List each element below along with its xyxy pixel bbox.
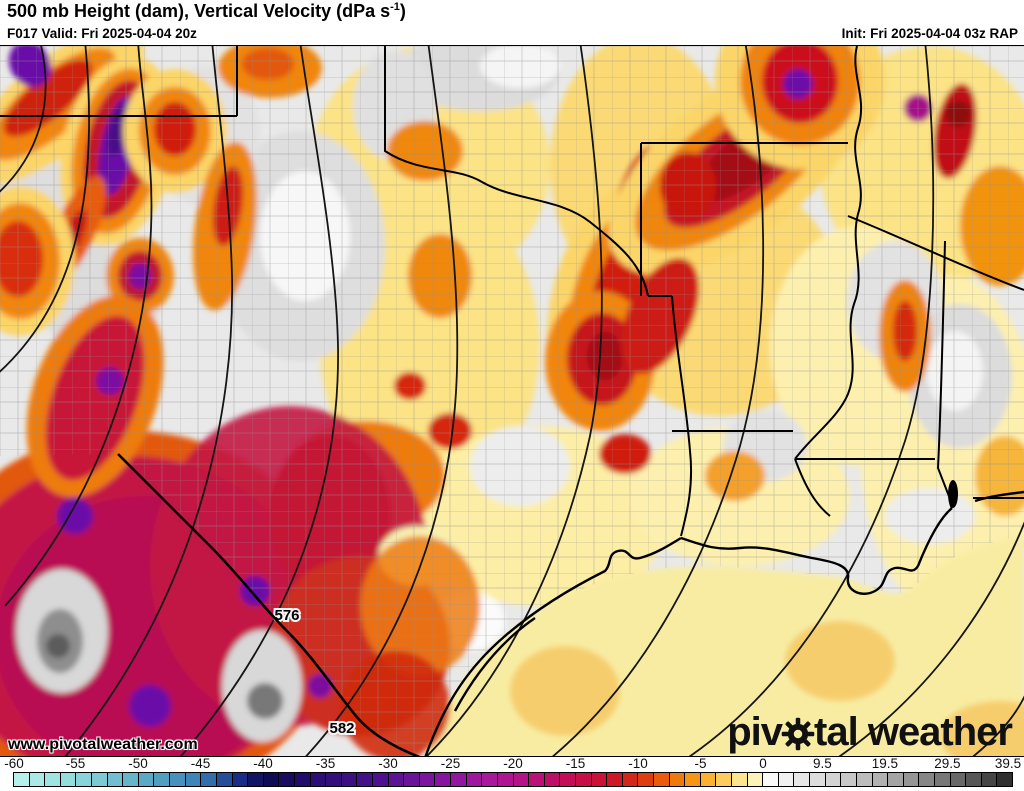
colorbar-cell: [154, 773, 171, 786]
pivotal-weather-logo: piv tal weather: [727, 710, 1013, 754]
colorbar-cell: [872, 773, 889, 786]
weather-map: 576 582 www.pivotalweat: [0, 45, 1024, 757]
colorbar-tick-29.5: 29.5: [934, 756, 961, 771]
colorbar-cell: [60, 773, 77, 786]
colorbar-cell: [888, 773, 904, 786]
contour-label-576: 576: [274, 607, 299, 624]
colorbar-cell: [76, 773, 93, 786]
colorbar-cell: [544, 773, 561, 786]
gear-icon: [781, 717, 815, 751]
logo-text-tal-weather: tal weather: [814, 710, 1013, 754]
colorbar-cell: [482, 773, 498, 786]
colorbar-cell: [794, 773, 811, 786]
colorbar-cell: [341, 773, 358, 786]
init-time-label: Init: Fri 2025-04-04 03z RAP: [841, 26, 1018, 41]
colorbar-cell: [810, 773, 826, 786]
colorbar-cell: [404, 773, 420, 786]
colorbar-tick--15: -15: [565, 756, 586, 771]
colorbar-cell: [653, 773, 670, 786]
colorbar-cell: [856, 773, 873, 786]
header: 500 mb Height (dam), Vertical Velocity (…: [0, 0, 1024, 45]
colorbar-tick-0: 0: [759, 756, 767, 771]
title-superscript: -1: [390, 1, 400, 13]
colorbar-cell: [123, 773, 139, 786]
colorbar-cell: [622, 773, 639, 786]
colorbar-cell: [638, 773, 654, 786]
colorbar-tick--60: -60: [4, 756, 24, 771]
colorbar-cell: [497, 773, 514, 786]
colorbar-cell: [107, 773, 124, 786]
colorbar-cell: [997, 773, 1012, 786]
colorbar-cell: [138, 773, 155, 786]
colorbar-cell: [279, 773, 295, 786]
colorbar: -60 -55 -50 -45 -40 -35 -30 -25 -20 -15 -10 -5 0 9.5 1…: [0, 756, 1024, 791]
colorbar-cell: [14, 773, 30, 786]
colorbar-cell: [92, 773, 108, 786]
colorbar-cell: [466, 773, 483, 786]
colorbar-tick--5: -5: [694, 756, 707, 771]
colorbar-cell: [529, 773, 545, 786]
colorbar-cell: [747, 773, 764, 786]
colorbar-cell: [451, 773, 467, 786]
page-title: 500 mb Height (dam), Vertical Velocity (…: [7, 1, 406, 21]
colorbar-cell: [732, 773, 748, 786]
colorbar-tick--30: -30: [378, 756, 398, 771]
colorbar-cell: [45, 773, 61, 786]
colorbar-cell: [950, 773, 967, 786]
colorbar-cell: [185, 773, 202, 786]
colorbar-cell: [716, 773, 733, 786]
colorbar-cell: [591, 773, 608, 786]
colorbar-cell: [263, 773, 280, 786]
colorbar-cell: [575, 773, 592, 786]
colorbar-cell: [373, 773, 389, 786]
colorbar-tick-labels: -60 -55 -50 -45 -40 -35 -30 -25 -20 -15 -10 -5 0 9.5 1…: [0, 756, 1024, 772]
colorbar-cell: [326, 773, 342, 786]
colorbar-cell: [778, 773, 795, 786]
colorbar-cell: [825, 773, 842, 786]
colorbar-cell: [966, 773, 982, 786]
contour-label-582: 582: [329, 720, 354, 737]
colorbar-gradient: [13, 772, 1013, 787]
colorbar-cell: [513, 773, 530, 786]
colorbar-cell: [435, 773, 452, 786]
colorbar-tick--35: -35: [315, 756, 336, 771]
colorbar-tick-39.5: 39.5: [994, 756, 1022, 771]
colorbar-cell: [700, 773, 717, 786]
colorbar-cell: [232, 773, 249, 786]
colorbar-cell: [310, 773, 327, 786]
colorbar-cell: [388, 773, 405, 786]
colorbar-cell: [607, 773, 623, 786]
colorbar-cell: [669, 773, 686, 786]
colorbar-cell: [560, 773, 576, 786]
colorbar-tick--25: -25: [440, 756, 461, 771]
colorbar-cell: [419, 773, 436, 786]
colorbar-tick--45: -45: [190, 756, 211, 771]
colorbar-cell: [981, 773, 998, 786]
colorbar-tick--55: -55: [65, 756, 86, 771]
valid-time-label: F017 Valid: Fri 2025-04-04 20z: [7, 26, 197, 41]
colorbar-cell: [248, 773, 264, 786]
colorbar-cell: [294, 773, 311, 786]
watermark-url: www.pivotalweather.com: [8, 736, 198, 753]
colorbar-tick-9.5: 9.5: [812, 756, 832, 771]
colorbar-cell: [216, 773, 233, 786]
colorbar-cell: [201, 773, 217, 786]
colorbar-tick--20: -20: [503, 756, 523, 771]
colorbar-tick--10: -10: [628, 756, 648, 771]
colorbar-cell: [763, 773, 779, 786]
colorbar-cell: [357, 773, 374, 786]
colorbar-tick--50: -50: [128, 756, 148, 771]
colorbar-cell: [919, 773, 935, 786]
colorbar-cell: [29, 773, 46, 786]
colorbar-tick-19.5: 19.5: [871, 756, 899, 771]
colorbar-cell: [685, 773, 701, 786]
colorbar-cell: [934, 773, 951, 786]
colorbar-tick--40: -40: [253, 756, 273, 771]
colorbar-cell: [903, 773, 920, 786]
colorbar-cell: [841, 773, 857, 786]
vertical-velocity-field: 576 582: [0, 46, 1024, 756]
logo-text-piv: piv: [727, 710, 783, 754]
colorbar-cell: [170, 773, 186, 786]
